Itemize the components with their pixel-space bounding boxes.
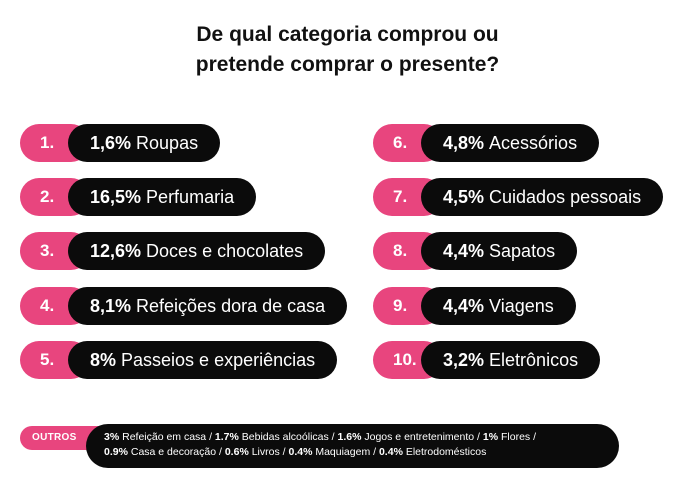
category-label: Doces e chocolates	[146, 241, 304, 261]
category-label: Acessórios	[489, 133, 578, 153]
category-pill: 4,8% Acessórios	[421, 124, 600, 162]
category-value: 4,4%	[443, 296, 485, 316]
category-value: 8,1%	[90, 296, 132, 316]
category-label: Perfumaria	[146, 187, 235, 207]
others-separator: /	[206, 431, 215, 443]
chart-title-line-1: De qual categoria comprou ou	[196, 23, 499, 46]
others-separator: /	[279, 446, 289, 458]
others-box: 3% Refeição em casa / 1.7% Bebidas alcoó…	[86, 424, 619, 468]
category-value: 4,5%	[443, 187, 485, 207]
others-value: 0.4%	[288, 446, 313, 458]
others-label: Bebidas alcoólicas	[238, 431, 329, 443]
category-label: Eletrônicos	[489, 350, 579, 370]
others-line: 0.9% Casa e decoração / 0.6% Livros / 0.…	[104, 445, 601, 460]
category-label: Viagens	[489, 296, 554, 316]
category-pill: 1,6% Roupas	[68, 124, 221, 162]
category-pill: 12,6% Doces e chocolates	[68, 232, 326, 270]
category-value: 12,6%	[90, 241, 142, 261]
category-value: 1,6%	[90, 133, 132, 153]
others-separator: /	[370, 446, 379, 458]
category-value: 4,4%	[443, 241, 485, 261]
others-label: Flores	[498, 431, 531, 443]
others-separator: /	[216, 446, 225, 458]
others-value: 0.6%	[224, 446, 249, 458]
category-label: Roupas	[136, 133, 199, 153]
category-label: Refeições dora de casa	[136, 296, 326, 316]
category-pill: 4,5% Cuidados pessoais	[421, 178, 664, 216]
chart-title-line-2: pretende comprar o presente?	[195, 53, 500, 76]
others-line: 3% Refeição em casa / 1.7% Bebidas alcoó…	[104, 430, 601, 445]
category-pill: 3,2% Eletrônicos	[421, 341, 601, 379]
others-value: 1.7%	[214, 431, 239, 443]
others-value: 0.9%	[104, 446, 128, 458]
category-value: 16,5%	[90, 187, 142, 207]
others-value: 1.6%	[337, 431, 362, 443]
others-value: 0.4%	[378, 446, 403, 458]
others-separator: /	[328, 431, 338, 443]
category-pill: 8% Passeios e experiências	[68, 341, 338, 379]
category-pill: 4,4% Viagens	[421, 287, 576, 325]
others-label: Jogos e entretenimento	[361, 431, 475, 443]
category-label: Passeios e experiências	[121, 350, 316, 370]
category-label: Cuidados pessoais	[489, 187, 642, 207]
category-label: Sapatos	[489, 241, 556, 261]
others-label: Refeição em casa	[119, 431, 207, 443]
category-value: 4,8%	[443, 133, 485, 153]
category-value: 8%	[90, 350, 117, 370]
chart-title: De qual categoria comprou ou pretende co…	[0, 20, 695, 80]
others-separator: /	[474, 431, 483, 443]
others-label: Maquiagem	[312, 446, 371, 458]
category-pill: 8,1% Refeições dora de casa	[68, 287, 348, 325]
category-pill: 4,4% Sapatos	[421, 232, 578, 270]
others-value: 1%	[482, 431, 499, 443]
others-label: Livros	[248, 446, 280, 458]
others-label: Casa e decoração	[127, 446, 217, 458]
others-value: 3%	[104, 431, 120, 443]
category-value: 3,2%	[443, 350, 485, 370]
others-label: Eletrodomésticos	[402, 446, 487, 458]
category-pill: 16,5% Perfumaria	[68, 178, 257, 216]
others-separator: /	[530, 431, 536, 443]
